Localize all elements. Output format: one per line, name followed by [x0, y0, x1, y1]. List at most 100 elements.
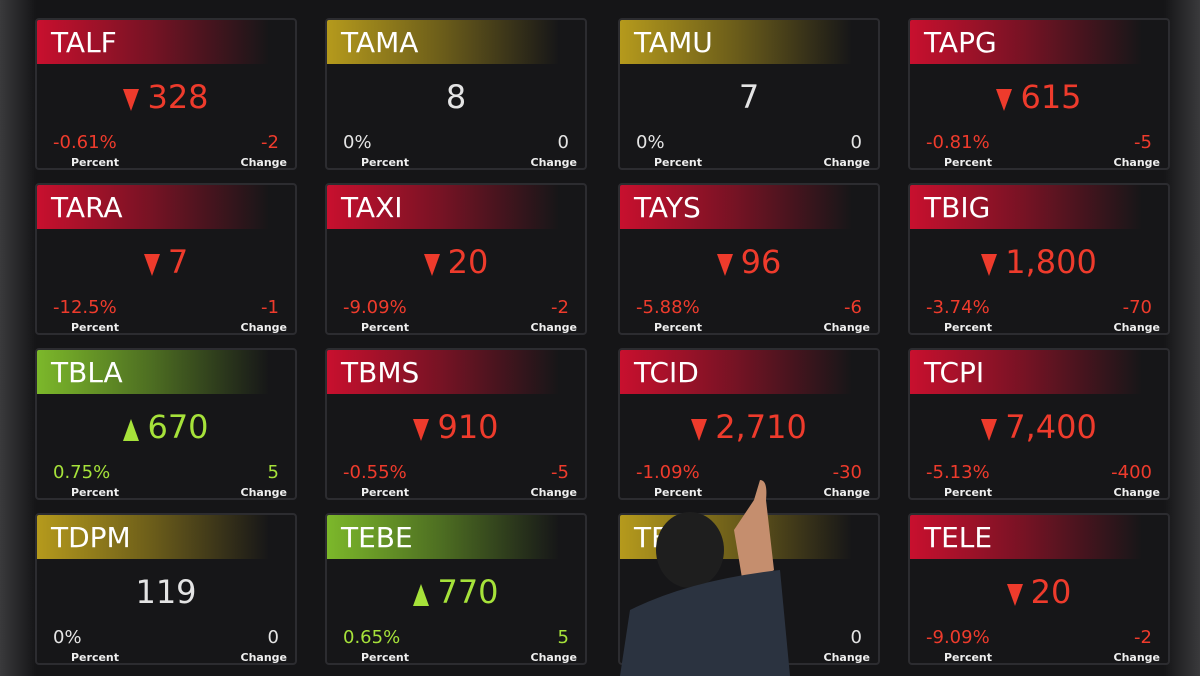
stock-tile: TAMU 7 0% Percent 0 Change [618, 18, 880, 170]
change-value: -30 [832, 462, 862, 483]
percent-value: 0.75% [53, 462, 111, 483]
ticker: TAPG [924, 26, 997, 59]
change-label: Change [530, 156, 578, 169]
change-label: Change [1113, 321, 1161, 334]
stock-tile: TAYS 96 -5.88% Percent -6 Change [618, 183, 880, 335]
change-value: 5 [557, 627, 569, 648]
percent-label: Percent [361, 321, 410, 334]
tile-header [327, 20, 585, 64]
change-label: Change [240, 486, 288, 499]
stock-tile: TAXI 20 -9.09% Percent -2 Change [325, 183, 587, 335]
percent-value: -5.88% [636, 297, 700, 318]
stock-tile: TBLA 670 0.75% Percent 5 Change [35, 348, 297, 500]
percent-value: -9.09% [343, 297, 407, 318]
price-value: 1,800 [1005, 243, 1097, 281]
price: 7,400 [910, 408, 1168, 446]
price: 328 [37, 78, 295, 116]
price: 770 [327, 573, 585, 611]
price: 20 [910, 573, 1168, 611]
change-label: Change [1113, 651, 1161, 664]
ticker: TAXI [341, 191, 403, 224]
price-value: 7,400 [1005, 408, 1097, 446]
change-value: 0 [267, 627, 279, 648]
percent-label: Percent [71, 651, 120, 664]
ticker: TBIG [924, 191, 991, 224]
percent-value: -1.09% [636, 462, 700, 483]
percent-value: -5.13% [926, 462, 990, 483]
tile-header [910, 20, 1168, 64]
direction-arrow [996, 89, 1013, 111]
price-value: 7 [738, 78, 760, 116]
change-label: Change [1113, 156, 1161, 169]
stock-tile: TALF 328 -0.61% Percent -2 Change [35, 18, 297, 170]
price-value: 20 [1030, 573, 1072, 611]
price-value: 910 [437, 408, 499, 446]
change-value: -2 [551, 297, 569, 318]
percent-label: Percent [944, 156, 993, 169]
percent-value: 0% [343, 132, 372, 153]
change-value: -2 [1134, 627, 1152, 648]
ticker: TDPM [51, 521, 131, 554]
change-label: Change [1113, 486, 1161, 499]
ticker: TCID [634, 356, 699, 389]
change-label: Change [823, 321, 871, 334]
percent-value: 0% [636, 132, 665, 153]
change-label: Change [530, 486, 578, 499]
ticker: TBMS [341, 356, 420, 389]
change-value: 0 [850, 627, 862, 648]
direction-arrow [716, 254, 733, 276]
percent-label: Percent [71, 321, 120, 334]
price-value: 96 [740, 243, 782, 281]
tile-header [37, 20, 295, 64]
ticker: TELE [924, 521, 993, 554]
percent-label: Percent [654, 486, 703, 499]
price: 7 [37, 243, 295, 281]
percent-value: -12.5% [53, 297, 117, 318]
ticker: TEBE [341, 521, 413, 554]
price-value: 2,710 [715, 408, 807, 446]
tile-header [327, 515, 585, 559]
price: 8 [327, 78, 585, 116]
change-value: -400 [1111, 462, 1152, 483]
change-value: -5 [551, 462, 569, 483]
price: 2,710 [620, 408, 878, 446]
percent-label: Percent [654, 156, 703, 169]
percent-value: 0.65% [343, 627, 401, 648]
stock-tile: TDPM 119 0% Percent 0 Change [35, 513, 297, 665]
stock-tile: TELE 20 -9.09% Percent -2 Change [908, 513, 1170, 665]
change-label: Change [823, 156, 871, 169]
ticker: TAMU [634, 26, 713, 59]
ticker: TCPI [924, 356, 985, 389]
price: 96 [620, 243, 878, 281]
direction-arrow [423, 254, 440, 276]
stock-tile: TAPG 615 -0.81% Percent -5 Change [908, 18, 1170, 170]
direction-arrow [981, 419, 998, 441]
ticker: TALF [51, 26, 117, 59]
stock-tile: TEBE 770 0.65% Percent 5 Change [325, 513, 587, 665]
change-label: Change [530, 651, 578, 664]
percent-value: 0% [53, 627, 82, 648]
change-label: Change [240, 156, 288, 169]
tile-header [37, 515, 295, 559]
stock-tile: TARA 7 -12.5% Percent -1 Change [35, 183, 297, 335]
price: 910 [327, 408, 585, 446]
direction-arrow [123, 89, 140, 111]
percent-value: -0.61% [53, 132, 117, 153]
price-value: 328 [147, 78, 209, 116]
price: 119 [37, 573, 295, 611]
change-value: 0 [557, 132, 569, 153]
tile-header [37, 350, 295, 394]
direction-arrow [1006, 584, 1023, 606]
price-value: 7 [167, 243, 189, 281]
direction-arrow [413, 419, 430, 441]
change-label: Change [240, 321, 288, 334]
percent-value: -9.09% [926, 627, 990, 648]
ticker: TAMA [341, 26, 419, 59]
percent-label: Percent [361, 486, 410, 499]
percent-label: Percent [944, 486, 993, 499]
price-value: 20 [447, 243, 489, 281]
direction-arrow [691, 419, 708, 441]
price-value: 770 [437, 573, 499, 611]
stock-tile: TCID 2,710 -1.09% Percent -30 Change [618, 348, 880, 500]
